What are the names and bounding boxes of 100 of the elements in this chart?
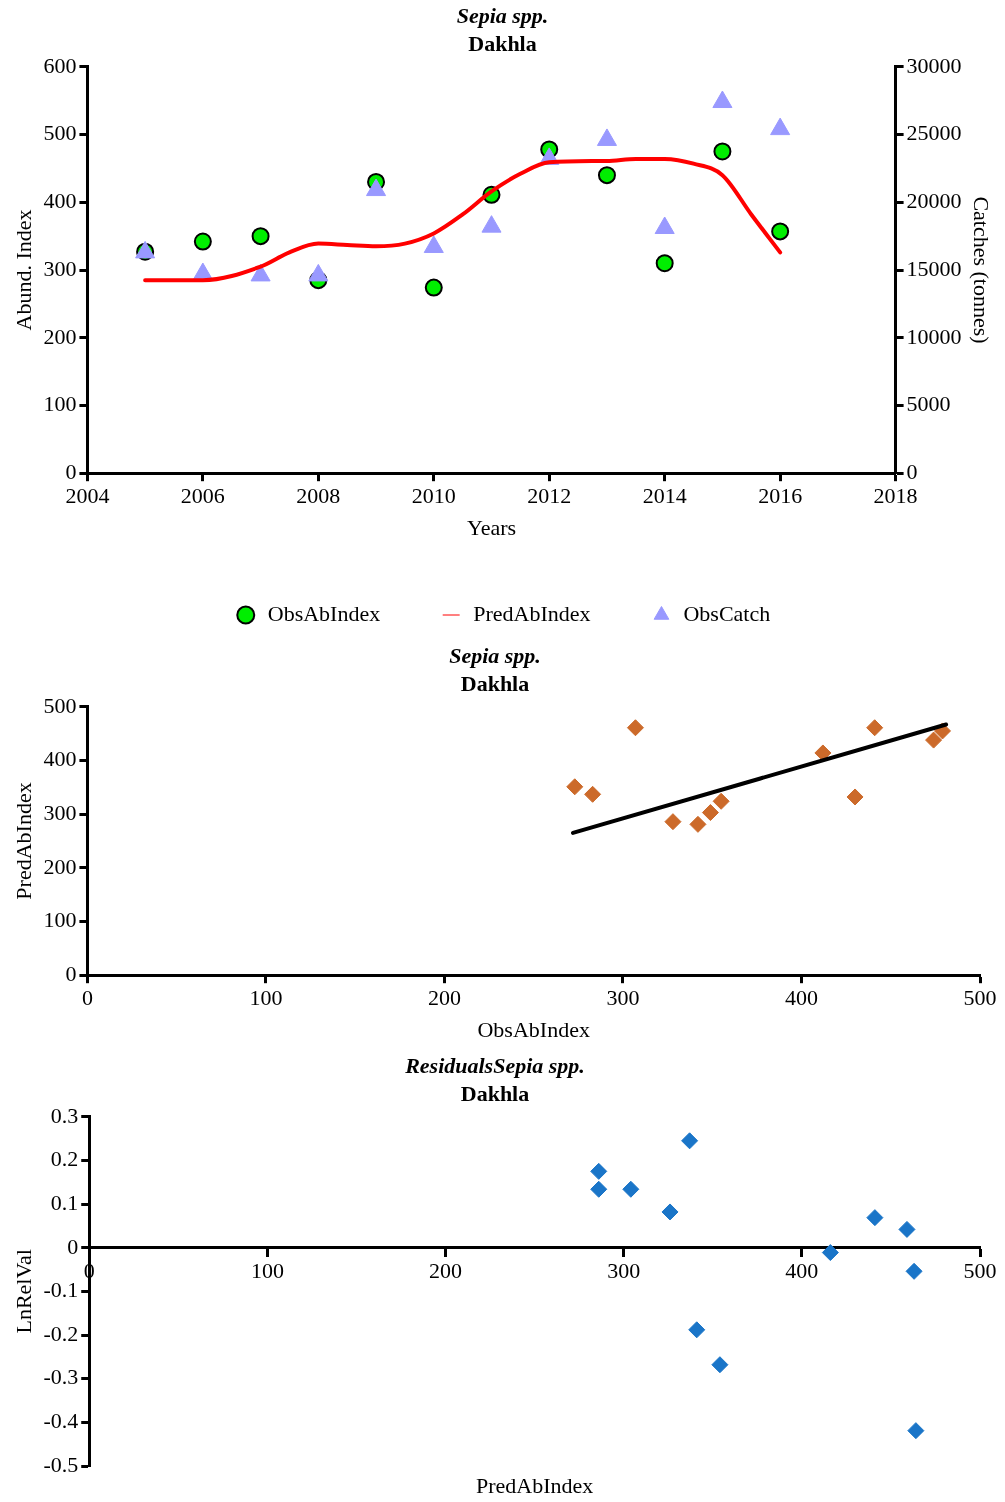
y-tick-label: 100 — [43, 391, 77, 417]
point — [590, 1162, 608, 1180]
y-tick-label: 500 — [43, 120, 77, 146]
point — [925, 731, 943, 749]
y-axis-title: LnRelVal — [10, 1249, 36, 1334]
point — [689, 815, 707, 833]
y2-tick-label: 20000 — [906, 188, 962, 214]
y-tick-label: 100 — [43, 907, 77, 933]
y-tick-label: 0.3 — [50, 1102, 79, 1128]
point — [626, 719, 644, 737]
point — [821, 1244, 839, 1262]
y-axis-title: PredAbIndex — [10, 782, 36, 900]
chart-subtitle: Dakhla — [460, 1081, 530, 1107]
point — [251, 227, 270, 246]
y-tick-label: -0.4 — [43, 1408, 79, 1434]
y-tick-label: 0 — [65, 458, 77, 484]
legend-label: ObsAbIndex — [267, 600, 381, 626]
point — [898, 1220, 916, 1238]
point — [654, 216, 675, 235]
x-tick-label: 2018 — [873, 483, 918, 509]
point — [713, 142, 732, 161]
legend-label: PredAbIndex — [473, 600, 591, 626]
point — [661, 1203, 679, 1221]
chart-subtitle: Dakhla — [460, 671, 530, 697]
point — [905, 1262, 923, 1280]
y-tick-label: -0.3 — [43, 1364, 79, 1390]
y-tick-label: 300 — [43, 799, 77, 825]
y-axis-title: Abund. Index — [10, 209, 36, 331]
y-tick-label: -0.1 — [43, 1277, 79, 1303]
x-tick-label: 2010 — [411, 483, 456, 509]
x-tick-label: 500 — [963, 1257, 997, 1283]
chart-title: Sepia spp. — [449, 642, 541, 668]
x-tick-label: 2012 — [527, 483, 572, 509]
y-tick-label: 400 — [43, 188, 77, 214]
x-tick-label: 300 — [607, 1257, 641, 1283]
x-axis-title: PredAbIndex — [475, 1472, 594, 1498]
x-axis-title: ObsAbIndex — [477, 1016, 590, 1042]
point — [866, 1209, 884, 1227]
point — [308, 263, 329, 282]
y-tick-label: 0 — [65, 960, 77, 986]
point — [770, 117, 791, 136]
y-tick-label: 200 — [43, 853, 77, 879]
point — [701, 804, 719, 822]
x-tick-label: 100 — [249, 985, 283, 1011]
point — [622, 1180, 640, 1198]
x-tick-label: 2016 — [758, 483, 803, 509]
point — [366, 178, 387, 197]
point — [423, 235, 444, 253]
y-tick-label: -0.5 — [43, 1451, 79, 1477]
y-tick-label: 200 — [43, 323, 77, 349]
y-tick-label: 0.2 — [50, 1146, 79, 1172]
point — [655, 254, 674, 273]
chart-title: ResidualsSepia spp. — [404, 1052, 585, 1078]
x-tick-label: 2014 — [642, 483, 687, 509]
x-tick-label: 100 — [250, 1257, 284, 1283]
point — [711, 1356, 729, 1374]
y2-axis-title: Catches (tonnes) — [969, 196, 995, 344]
point — [596, 128, 617, 146]
x-tick-label: 500 — [963, 985, 997, 1011]
x-tick-label: 200 — [429, 1257, 463, 1283]
point — [566, 778, 584, 796]
x-tick-label: 300 — [606, 985, 640, 1011]
point — [424, 278, 443, 297]
legend-label: ObsCatch — [683, 600, 771, 626]
y-tick-label: 600 — [43, 52, 77, 78]
point — [193, 232, 212, 251]
point — [712, 90, 733, 109]
chart-title: Sepia spp. — [456, 2, 549, 28]
point — [712, 792, 730, 810]
point — [771, 222, 790, 241]
point — [866, 719, 884, 737]
point — [907, 1422, 925, 1440]
x-tick-label: 2006 — [180, 483, 225, 509]
y-tick-label: 0.1 — [50, 1189, 79, 1215]
point — [250, 263, 271, 282]
point — [590, 1180, 608, 1198]
point — [681, 1132, 699, 1150]
chart-subtitle: Dakhla — [468, 31, 537, 57]
y2-tick-label: 25000 — [906, 120, 962, 146]
point — [584, 785, 602, 803]
y-tick-label: -0.2 — [43, 1320, 79, 1346]
x-tick-label: 200 — [427, 985, 461, 1011]
y2-tick-label: 5000 — [906, 391, 951, 417]
y2-tick-label: 15000 — [906, 255, 962, 281]
point — [688, 1321, 706, 1339]
x-tick-label: 2004 — [65, 483, 110, 509]
y-tick-label: 0 — [67, 1233, 79, 1259]
point — [481, 215, 502, 233]
y-tick-label: 500 — [43, 692, 77, 718]
x-tick-label: 2008 — [296, 483, 341, 509]
y2-tick-label: 10000 — [906, 323, 962, 349]
y-tick-label: 300 — [43, 255, 77, 281]
point — [664, 813, 682, 831]
y-tick-label: 400 — [43, 746, 77, 772]
y2-tick-label: 30000 — [906, 52, 962, 78]
x-tick-label: 400 — [784, 985, 818, 1011]
x-axis-title: Years — [466, 514, 517, 540]
point — [846, 788, 864, 806]
point — [597, 166, 616, 185]
y2-tick-label: 0 — [906, 458, 918, 484]
